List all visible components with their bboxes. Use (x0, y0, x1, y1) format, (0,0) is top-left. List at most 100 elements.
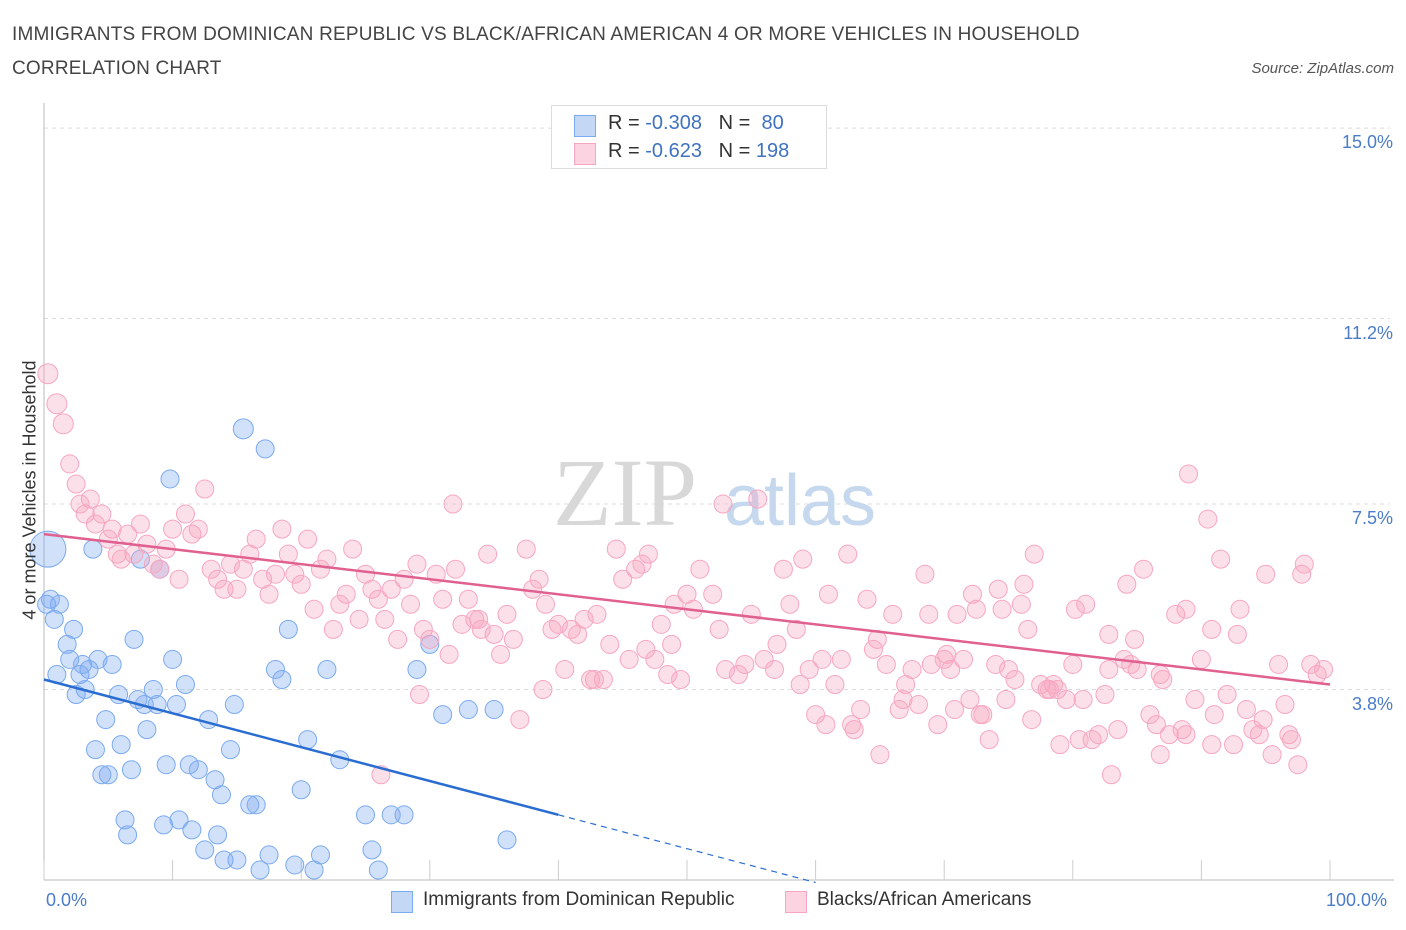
data-point-black (555, 659, 575, 679)
trend-line-black (43, 532, 1331, 686)
data-point-black (786, 619, 806, 639)
data-point-black (953, 649, 973, 669)
data-point-black (137, 534, 157, 554)
data-point-black (870, 745, 890, 765)
trend-line-dominican (43, 678, 559, 817)
data-point-black (632, 554, 652, 574)
data-point-black (937, 644, 957, 664)
data-point-black (651, 614, 671, 634)
data-point-dominican (208, 825, 228, 845)
series-label: Immigrants from Dominican Republic (423, 889, 735, 910)
data-point-black (671, 669, 691, 689)
data-point-black (111, 549, 131, 569)
data-point-black (37, 363, 59, 385)
data-point-black (636, 639, 656, 659)
data-point-black (1253, 710, 1273, 730)
data-point-dominican (154, 815, 174, 835)
trend-lines (43, 532, 1331, 884)
data-point-black (1224, 735, 1244, 755)
source-label: Source: ZipAtlas.com (1251, 60, 1394, 77)
data-point-black (1040, 680, 1060, 700)
data-point-black (574, 609, 594, 629)
data-point-black (716, 659, 736, 679)
data-point-dominican (121, 760, 141, 780)
data-point-black (662, 634, 682, 654)
y-tick-label: 15.0% (1341, 132, 1393, 153)
data-point-black (863, 639, 883, 659)
data-point-black (336, 584, 356, 604)
correlation-legend: R = -0.308 N = 80 R = -0.623 N = 198 (551, 105, 827, 169)
y-tick-label: 3.8% (1351, 693, 1393, 714)
data-point-dominican (188, 760, 208, 780)
data-point-black (529, 569, 549, 589)
data-point-dominican (407, 659, 427, 679)
data-point-dominican (362, 840, 382, 860)
data-point-black (298, 529, 318, 549)
data-point-black (1281, 730, 1301, 750)
data-point-black (52, 413, 74, 435)
data-point-dominican (37, 594, 57, 614)
data-point-black (1288, 755, 1308, 775)
data-point-black (1227, 624, 1247, 644)
data-point-black (420, 629, 440, 649)
data-point-black (600, 634, 620, 654)
y-axis-label: 4 or more Vehicles in Household (19, 360, 40, 620)
data-point-black (1211, 549, 1231, 569)
data-point-dominican (246, 795, 266, 815)
data-point-black (1256, 564, 1276, 584)
data-point-black (394, 569, 414, 589)
data-point-black (1198, 509, 1218, 529)
data-point-black (1243, 720, 1263, 740)
data-point-dominican (64, 619, 84, 639)
data-point-black (1011, 594, 1031, 614)
data-point-black (883, 604, 903, 624)
data-point-black (469, 609, 489, 629)
data-point-black (1022, 710, 1042, 730)
data-point-black (484, 624, 504, 644)
data-point-black (1024, 544, 1044, 564)
data-point-black (703, 584, 723, 604)
data-point-dominican (255, 439, 275, 459)
data-point-black (497, 604, 517, 624)
data-point-black (433, 589, 453, 609)
data-point-dominican (96, 710, 116, 730)
data-point-black (323, 619, 343, 639)
legend-n-value: 198 (755, 140, 790, 162)
data-point-black (368, 589, 388, 609)
data-point-black (491, 644, 511, 664)
data-point-dominican (88, 649, 108, 669)
data-point-dominican (111, 735, 131, 755)
data-point-black (619, 649, 639, 669)
data-point-black (1202, 735, 1222, 755)
data-point-dominican (272, 669, 292, 689)
data-point-black (919, 604, 939, 624)
data-point-black (443, 494, 463, 514)
data-point-dominican (368, 860, 388, 880)
data-point-black (844, 720, 864, 740)
data-point-dominican (199, 710, 219, 730)
x-tick-label-min: 0.0% (46, 890, 88, 910)
data-point-black (728, 664, 748, 684)
data-point-black (143, 554, 163, 574)
data-point-black (713, 494, 733, 514)
data-point-black (510, 710, 530, 730)
data-point-black (1146, 715, 1166, 735)
data-point-black (970, 705, 990, 725)
data-point-dominican (102, 654, 122, 674)
data-point-dominican (83, 539, 103, 559)
data-point-black (658, 664, 678, 684)
data-point-black (1191, 649, 1211, 669)
data-point-black (921, 654, 941, 674)
data-point-black (606, 539, 626, 559)
series-label: Blacks/African Americans (817, 889, 1032, 910)
data-point-black (741, 604, 761, 624)
data-point-black (1089, 725, 1109, 745)
data-point-black (767, 634, 787, 654)
data-point-black (46, 393, 68, 415)
data-point-black (349, 609, 369, 629)
data-point-black (812, 649, 832, 669)
data-point-black (1314, 659, 1334, 679)
data-point-black (410, 685, 430, 705)
data-point-black (304, 599, 324, 619)
data-point-black (278, 544, 298, 564)
